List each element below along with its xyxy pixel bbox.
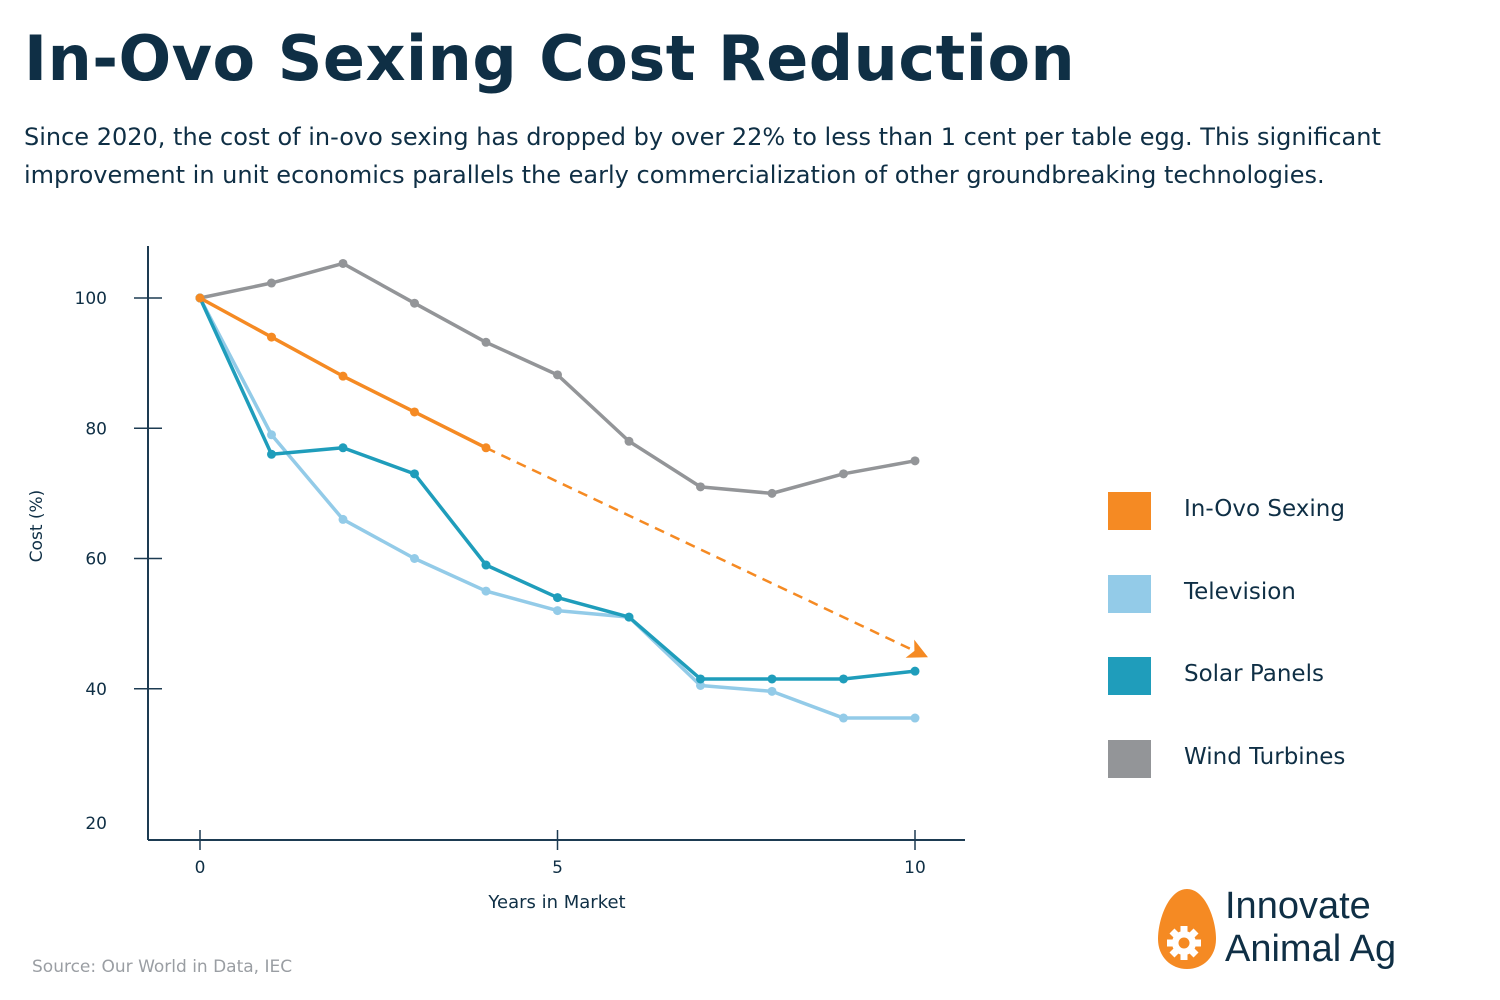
data-point	[910, 666, 920, 676]
data-point	[338, 514, 348, 524]
data-point	[195, 293, 205, 303]
series-in_ovo	[195, 293, 928, 658]
axes: 20 40 60 80 100 0 5 10	[75, 246, 965, 878]
chart-subtitle: Since 2020, the cost of in-ovo sexing ha…	[24, 123, 1381, 189]
data-point	[481, 443, 491, 453]
projection-arrow	[485, 446, 928, 658]
chart-title: In-Ovo Sexing Cost Reduction	[24, 22, 1076, 95]
data-point	[624, 612, 634, 622]
data-point	[410, 469, 419, 479]
data-point	[696, 482, 705, 492]
y-tick-label: 60	[85, 550, 107, 570]
data-point	[481, 337, 491, 347]
data-point	[767, 674, 777, 684]
data-point	[910, 456, 920, 466]
data-point	[267, 449, 276, 459]
data-point	[624, 436, 634, 446]
data-point	[839, 674, 848, 684]
y-tick-label: 20	[85, 814, 107, 834]
x-tick-label: 0	[195, 858, 206, 878]
data-point	[767, 686, 777, 696]
legend-swatch	[1108, 657, 1151, 695]
y-axis-label: Cost (%)	[27, 490, 47, 563]
source-note: Source: Our World in Data, IEC	[32, 957, 293, 977]
series-solar	[195, 293, 920, 684]
series-layer	[195, 258, 928, 723]
series-wind	[195, 258, 920, 498]
data-point	[410, 298, 419, 308]
logo-line-2: Animal Ag	[1225, 928, 1397, 970]
data-point	[839, 713, 848, 723]
brand-logo: Innovate Animal Ag	[1155, 885, 1455, 975]
data-point	[410, 407, 419, 417]
data-point	[338, 443, 348, 453]
data-point	[696, 680, 705, 690]
legend-label: Wind Turbines	[1184, 744, 1346, 770]
legend-swatch	[1108, 575, 1151, 613]
legend-item-television: Television	[1108, 575, 1428, 613]
x-tick-label: 5	[552, 858, 563, 878]
data-point	[410, 554, 419, 563]
data-point	[553, 370, 562, 380]
data-point	[267, 430, 276, 440]
series-line-television	[198, 297, 915, 720]
data-point	[553, 593, 562, 603]
data-point	[338, 371, 348, 381]
data-point	[910, 713, 920, 723]
series-television	[195, 293, 920, 723]
data-point	[481, 586, 491, 596]
data-point	[481, 560, 491, 570]
data-point	[767, 488, 777, 498]
logo-text: Innovate Animal Ag	[1225, 885, 1396, 971]
data-point	[338, 258, 348, 268]
legend-label: Solar Panels	[1184, 661, 1324, 687]
data-point	[696, 674, 705, 684]
legend-item-wind-turbines: Wind Turbines	[1108, 740, 1428, 778]
egg-gear-icon	[1158, 889, 1216, 969]
logo-line-1: Innovate	[1225, 885, 1371, 927]
data-point	[553, 606, 562, 616]
legend-item-in-ovo-sexing: In-Ovo Sexing	[1108, 492, 1428, 530]
legend-swatch	[1108, 492, 1151, 530]
y-tick-label: 80	[85, 419, 107, 439]
x-axis-label: Years in Market	[487, 892, 625, 913]
legend-item-solar-panels: Solar Panels	[1108, 657, 1428, 695]
y-tick-label: 100	[75, 289, 107, 309]
data-point	[267, 332, 276, 342]
data-point	[267, 278, 276, 288]
legend-swatch	[1108, 740, 1151, 778]
data-point	[839, 469, 848, 479]
legend-label: In-Ovo Sexing	[1184, 496, 1345, 522]
y-tick-label: 40	[85, 680, 107, 700]
legend-label: Television	[1184, 579, 1296, 605]
x-tick-label: 10	[904, 858, 926, 878]
